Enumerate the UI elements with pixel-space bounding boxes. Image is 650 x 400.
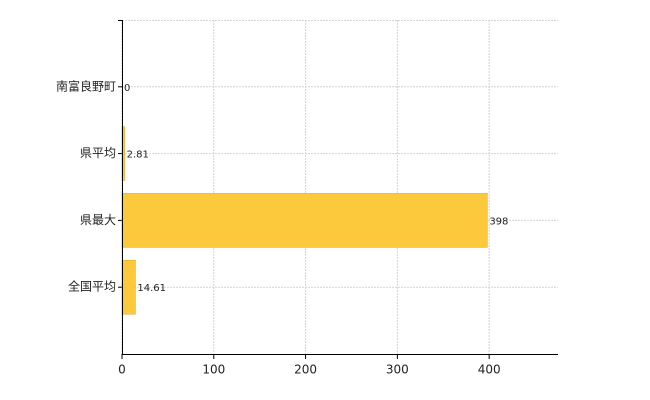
- x-tick-label: 0: [118, 363, 126, 377]
- x-tick-label: 100: [202, 363, 225, 377]
- value-label: 2.81: [127, 150, 149, 161]
- y-tick-label: 県最大: [80, 213, 116, 227]
- value-label: 14.61: [137, 283, 166, 294]
- value-label: 0: [124, 83, 130, 94]
- y-tick-label: 全国平均: [68, 279, 116, 294]
- x-tick-label: 200: [294, 363, 317, 377]
- y-tick-label: 県平均: [80, 146, 116, 160]
- x-tick-label: 400: [478, 363, 501, 377]
- value-label: 398: [489, 216, 508, 227]
- bar: [121, 259, 136, 315]
- x-tick-label: 300: [386, 363, 409, 377]
- bar: [121, 193, 488, 248]
- y-tick-label: 南富良野町: [56, 78, 116, 93]
